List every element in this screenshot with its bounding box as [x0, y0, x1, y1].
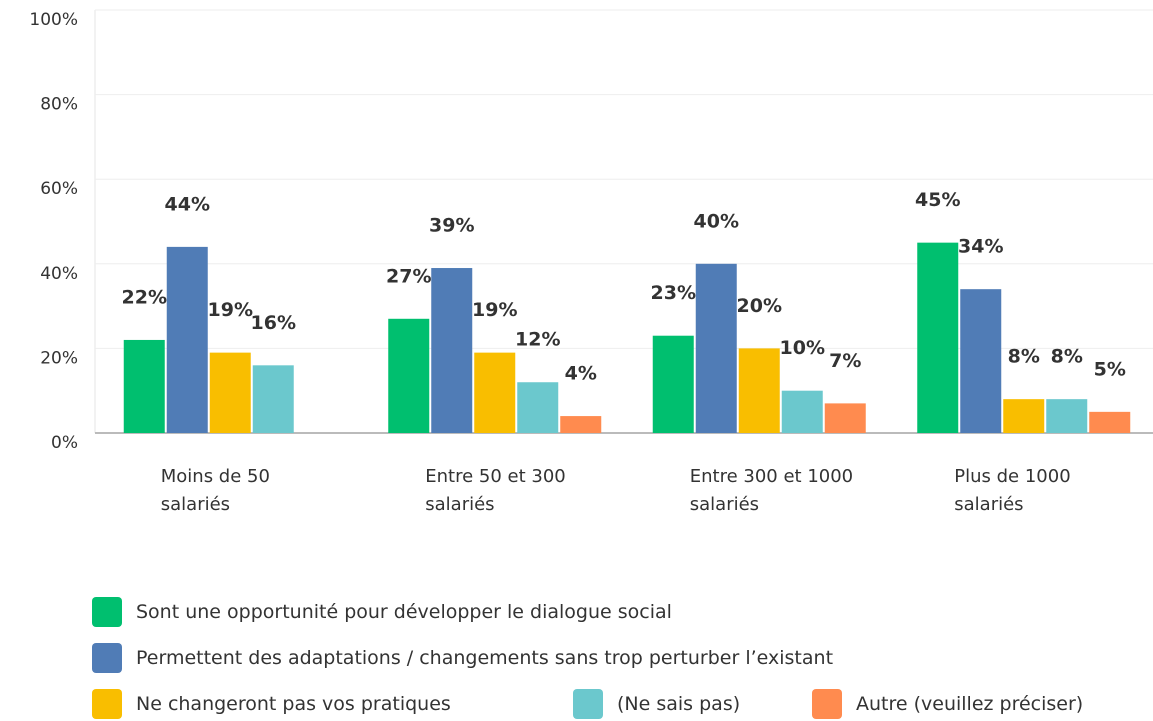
- legend-item: Sont une opportunité pour développer le …: [92, 597, 672, 627]
- legend-label: Sont une opportunité pour développer le …: [136, 601, 672, 623]
- bar: [388, 318, 430, 433]
- value-label: 34%: [958, 236, 1003, 258]
- chart: 0%20%40%60%80%100%22%44%19%16%27%39%19%1…: [29, 9, 1153, 453]
- bar: [252, 365, 294, 433]
- legend-item: Ne changeront pas vos pratiques: [92, 689, 451, 719]
- y-tick-label: 20%: [40, 348, 78, 368]
- bar: [1046, 399, 1088, 433]
- y-tick-label: 40%: [40, 264, 78, 284]
- value-label: 44%: [165, 193, 210, 215]
- bar: [209, 352, 251, 433]
- value-label: 16%: [251, 312, 296, 334]
- bar: [1003, 399, 1045, 433]
- bar: [781, 390, 823, 433]
- legend-label: Permettent des adaptations / changements…: [136, 647, 834, 669]
- value-label: 5%: [1094, 358, 1126, 380]
- value-label: 8%: [1051, 346, 1083, 368]
- value-label: 39%: [429, 215, 474, 237]
- y-tick-label: 80%: [40, 95, 78, 115]
- value-label: 19%: [472, 299, 517, 321]
- bar: [517, 382, 559, 433]
- bar: [560, 416, 602, 433]
- x-tick-label: Plus de 1000 salariés: [954, 466, 1071, 515]
- legend-item: (Ne sais pas): [573, 689, 740, 719]
- bar: [431, 268, 473, 433]
- value-label: 23%: [651, 282, 696, 304]
- value-label: 27%: [386, 265, 431, 287]
- bar: [474, 352, 516, 433]
- y-tick-label: 0%: [51, 433, 78, 453]
- legend-label: Autre (veuillez préciser): [856, 693, 1084, 715]
- value-label: 7%: [829, 350, 861, 372]
- legend-item: Autre (veuillez préciser): [812, 689, 1083, 719]
- x-tick-label: Moins de 50 salariés: [160, 466, 270, 515]
- bar: [123, 339, 165, 433]
- x-tick-label: Entre 300 et 1000 salariés: [689, 466, 854, 515]
- legend-item: Permettent des adaptations / changements…: [92, 643, 833, 673]
- y-tick-label: 60%: [40, 179, 78, 199]
- bar: [738, 348, 780, 433]
- value-label: 20%: [737, 295, 782, 317]
- legend-label: Ne changeront pas vos pratiques: [136, 693, 451, 715]
- value-label: 10%: [780, 337, 825, 359]
- bar: [695, 263, 737, 433]
- bar: [824, 403, 866, 433]
- value-label: 22%: [122, 286, 167, 308]
- value-label: 45%: [915, 189, 960, 211]
- value-label: 4%: [565, 363, 597, 385]
- value-label: 12%: [515, 329, 560, 351]
- x-tick-label: Entre 50 et 300 salariés: [425, 466, 566, 515]
- value-label: 19%: [208, 299, 253, 321]
- legend-swatch: [92, 643, 122, 673]
- value-label: 8%: [1008, 346, 1040, 368]
- legend-swatch: [573, 689, 603, 719]
- bar: [652, 335, 694, 433]
- legend-swatch: [92, 597, 122, 627]
- bar: [917, 242, 959, 433]
- bar: [1089, 411, 1131, 433]
- legend-swatch: [812, 689, 842, 719]
- y-tick-label: 100%: [29, 10, 78, 30]
- legend-label: (Ne sais pas): [617, 693, 741, 715]
- bar: [960, 289, 1002, 433]
- bar: [166, 246, 208, 433]
- value-label: 40%: [694, 210, 739, 232]
- legend-swatch: [92, 689, 122, 719]
